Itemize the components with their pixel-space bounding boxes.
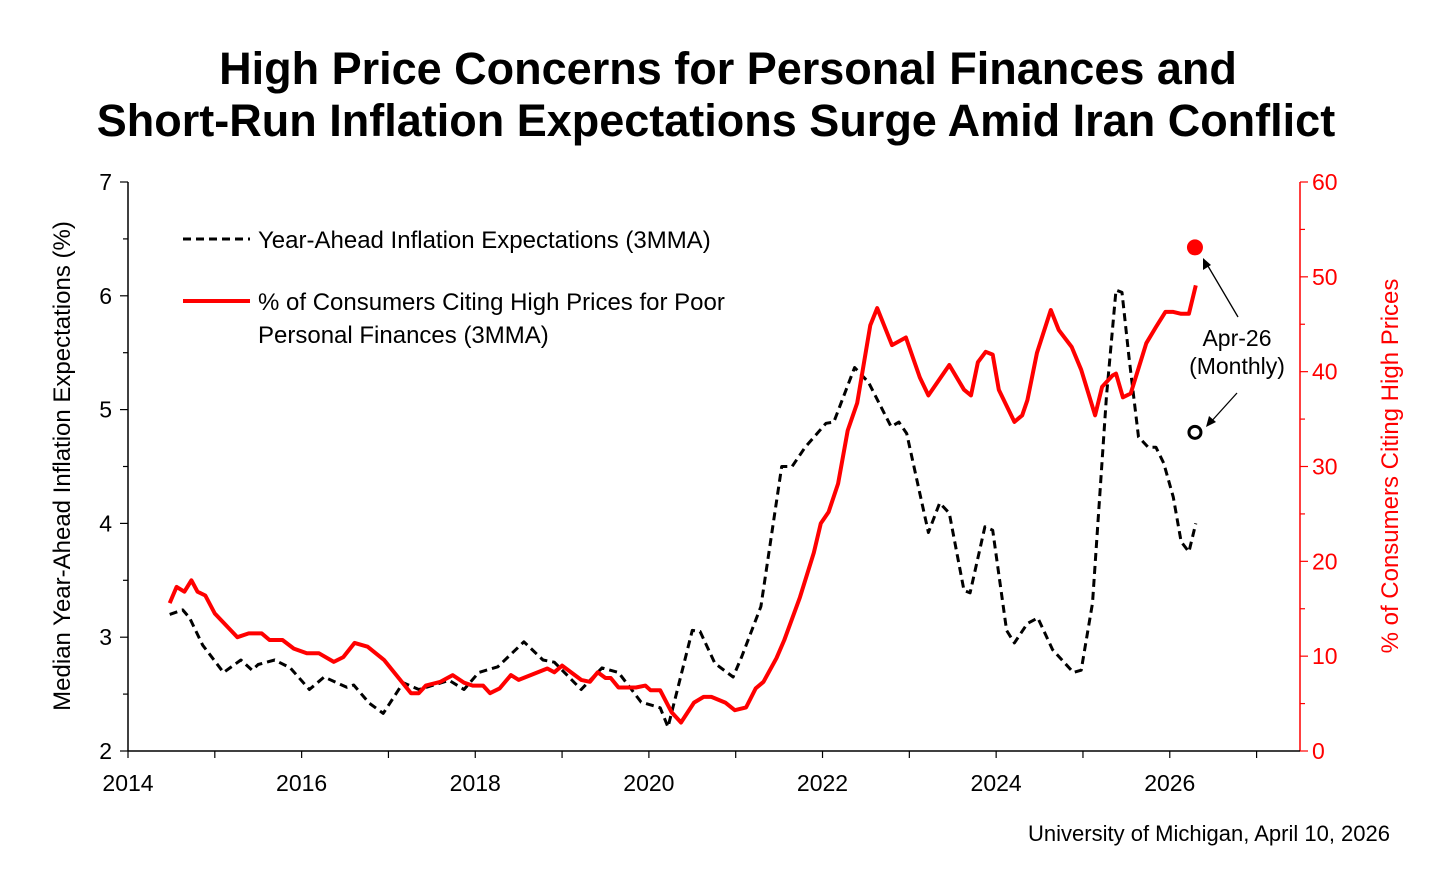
tick-labels: 2014 2016 2018 2020 2022 2024 2026 2 3 4 5 6 7 0 10 20 3… [99, 169, 1337, 796]
y-right-tick-label: 10 [1312, 643, 1338, 669]
source-note: University of Michigan, April 10, 2026 [1028, 821, 1390, 846]
y-left-tick-label: 7 [99, 169, 112, 195]
x-tick-label: 2014 [102, 770, 153, 796]
series-line-high-prices [167, 284, 1198, 725]
y-left-tick-label: 6 [99, 283, 112, 309]
y-right-tick-label: 50 [1312, 264, 1338, 290]
legend-label-high-prices-line-2: Personal Finances (3MMA) [258, 322, 549, 349]
y-right-tick-label: 60 [1312, 169, 1338, 195]
chart-title-line-2: Short-Run Inflation Expectations Surge A… [97, 95, 1335, 146]
y-left-tick-label: 3 [99, 624, 112, 650]
y-right-tick-label: 30 [1312, 454, 1338, 480]
x-tick-label: 2018 [450, 770, 501, 796]
y-axis-left-label: Median Year-Ahead Inflation Expectations… [49, 221, 76, 711]
x-tick-label: 2020 [623, 770, 674, 796]
arrow-to-black-point [1206, 392, 1238, 427]
x-tick-label: 2016 [276, 770, 327, 796]
y-left-tick-label: 4 [99, 510, 112, 536]
x-tick-label: 2022 [797, 770, 848, 796]
monthly-point-high-prices [1186, 239, 1203, 256]
arrow-to-red-point [1203, 258, 1239, 318]
annotation: Apr-26 (Monthly) [1189, 258, 1285, 427]
annotation-line-2: (Monthly) [1189, 353, 1285, 379]
chart-title-line-1: High Price Concerns for Personal Finance… [219, 43, 1237, 94]
y-left-tick-label: 5 [99, 397, 112, 423]
annotation-line-1: Apr-26 [1202, 325, 1271, 351]
monthly-point-expectations [1187, 424, 1203, 440]
y-right-tick-label: 0 [1312, 738, 1325, 764]
legend-label-expectations: Year-Ahead Inflation Expectations (3MMA) [258, 227, 711, 254]
x-tick-label: 2024 [971, 770, 1022, 796]
y-right-tick-label: 40 [1312, 359, 1338, 385]
x-tick-label: 2026 [1144, 770, 1195, 796]
y-axis-right-label: % of Consumers Citing High Prices [1377, 279, 1404, 654]
series-line-expectations [169, 288, 1198, 729]
legend-label-high-prices-line-1: % of Consumers Citing High Prices for Po… [258, 289, 725, 316]
series-layer [167, 239, 1203, 729]
y-left-tick-label: 2 [99, 738, 112, 764]
legend: Year-Ahead Inflation Expectations (3MMA)… [183, 227, 725, 349]
y-right-tick-label: 20 [1312, 548, 1338, 574]
axes [120, 181, 1308, 758]
